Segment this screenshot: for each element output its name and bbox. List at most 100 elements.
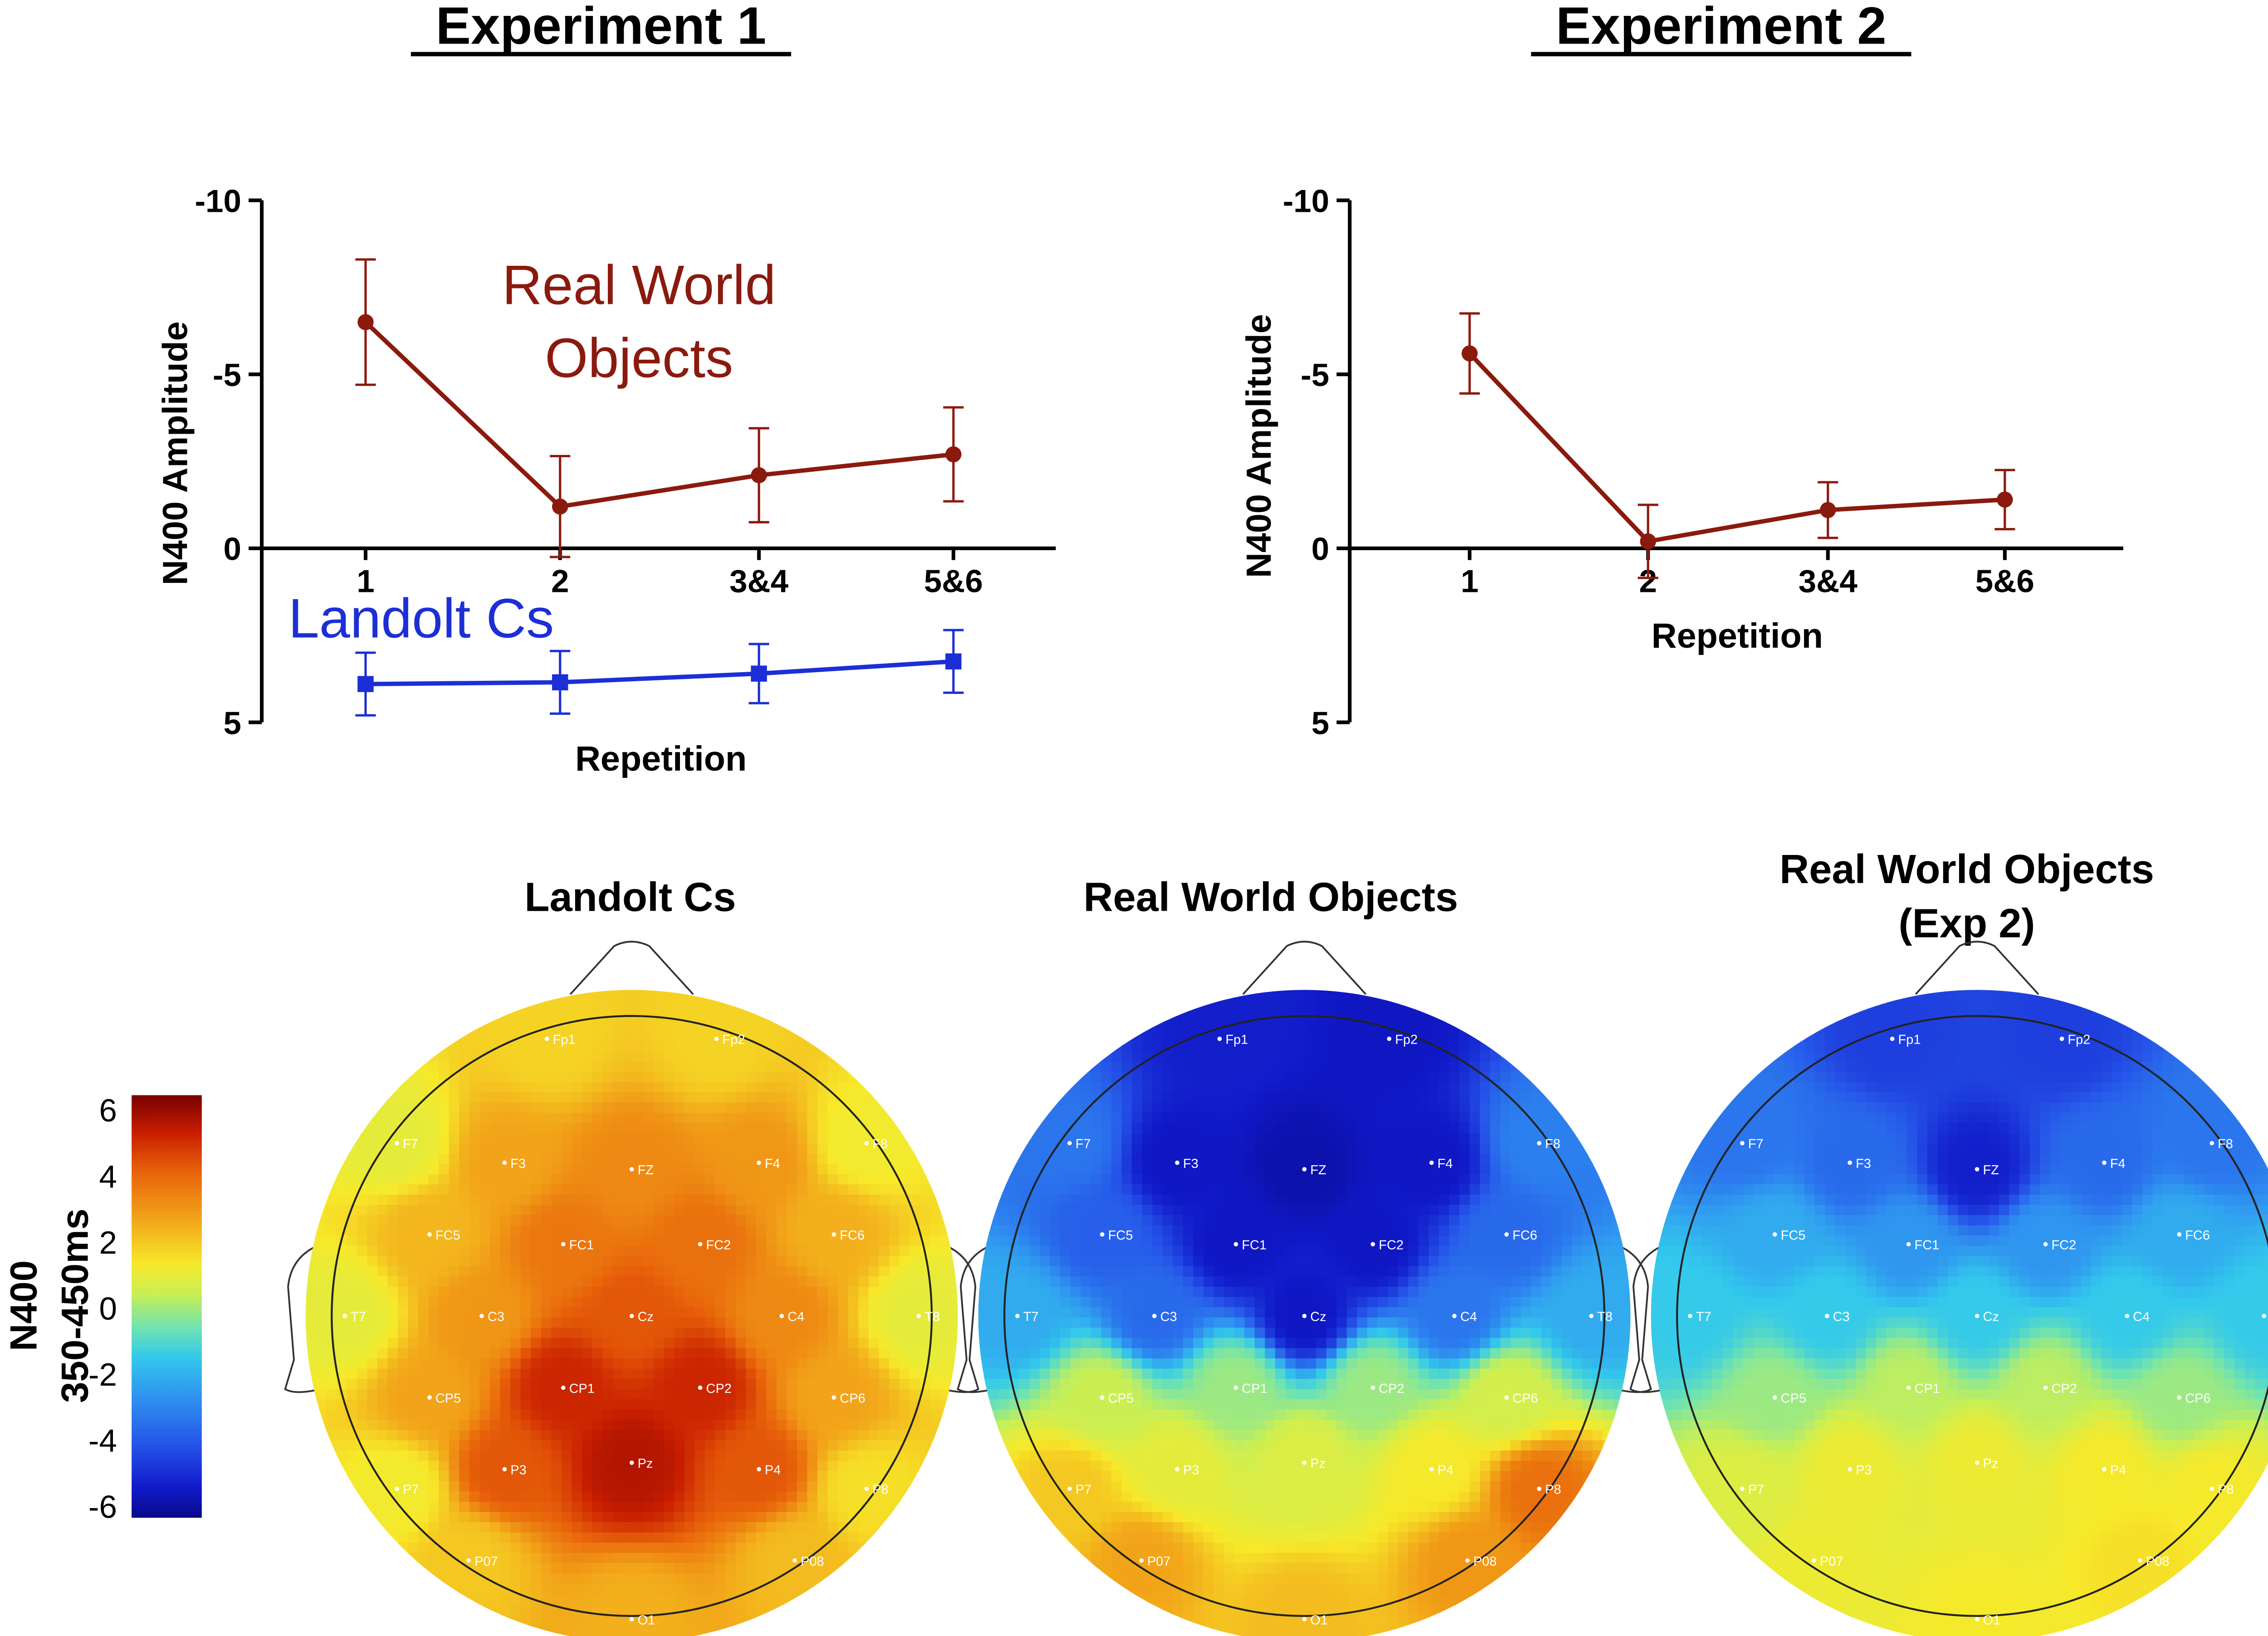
field-cell bbox=[705, 1563, 716, 1574]
field-cell bbox=[879, 1236, 890, 1247]
field-cell bbox=[1080, 1164, 1092, 1175]
field-cell bbox=[838, 1133, 849, 1144]
field-cell bbox=[654, 1543, 665, 1554]
field-cell bbox=[1347, 1164, 1358, 1175]
field-cell bbox=[490, 1502, 501, 1513]
field-cell bbox=[736, 1614, 747, 1626]
field-cell bbox=[357, 1420, 368, 1431]
field-cell bbox=[705, 1328, 716, 1339]
field-cell bbox=[387, 1430, 399, 1441]
field-cell bbox=[408, 1389, 419, 1401]
field-cell bbox=[797, 1051, 808, 1063]
field-cell bbox=[613, 1184, 624, 1196]
field-cell bbox=[725, 1420, 737, 1431]
field-cell bbox=[725, 1226, 737, 1237]
field-cell bbox=[459, 1246, 470, 1257]
field-cell bbox=[500, 1174, 512, 1186]
field-cell bbox=[1501, 1072, 1512, 1083]
field-cell bbox=[940, 1348, 952, 1359]
field-cell bbox=[633, 1563, 645, 1574]
field-cell bbox=[1265, 1041, 1276, 1052]
field-cell bbox=[797, 1236, 808, 1247]
field-cell bbox=[1408, 1246, 1420, 1257]
field-cell bbox=[541, 1051, 552, 1063]
field-cell bbox=[1173, 1256, 1184, 1267]
field-cell bbox=[602, 1246, 614, 1257]
field-cell bbox=[858, 1553, 870, 1564]
field-cell bbox=[736, 1287, 747, 1298]
field-cell bbox=[562, 1583, 573, 1595]
electrode-label: O1 bbox=[638, 1613, 655, 1627]
field-cell bbox=[879, 1184, 890, 1196]
field-cell bbox=[562, 1471, 573, 1482]
field-cell bbox=[684, 1358, 696, 1370]
field-cell bbox=[715, 1276, 726, 1288]
field-cell bbox=[899, 1328, 911, 1339]
field-cell bbox=[1613, 1215, 1624, 1226]
field-cell bbox=[1286, 1031, 1297, 1042]
field-cell bbox=[756, 1103, 767, 1114]
field-cell bbox=[1418, 1143, 1430, 1155]
field-cell bbox=[582, 1410, 593, 1421]
field-cell bbox=[479, 1164, 491, 1175]
field-cell bbox=[756, 1215, 767, 1226]
field-cell bbox=[715, 1430, 726, 1441]
field-cell bbox=[674, 1563, 685, 1574]
field-cell bbox=[920, 1215, 931, 1226]
field-cell bbox=[572, 1399, 583, 1411]
field-cell bbox=[694, 1522, 706, 1533]
field-cell bbox=[551, 1307, 562, 1319]
field-cell bbox=[1080, 1154, 1092, 1165]
field-cell bbox=[326, 1379, 337, 1390]
field-cell bbox=[367, 1338, 378, 1349]
field-cell bbox=[1357, 1103, 1369, 1114]
field-cell bbox=[1286, 1082, 1297, 1094]
field-cell bbox=[1347, 1123, 1358, 1134]
field-cell bbox=[1203, 1133, 1215, 1144]
field-cell bbox=[1337, 1256, 1348, 1267]
field-cell bbox=[1234, 990, 1246, 1001]
field-cell bbox=[787, 1440, 798, 1451]
field-cell bbox=[694, 1215, 706, 1226]
field-cell bbox=[1439, 1246, 1450, 1257]
field-cell bbox=[1316, 1113, 1327, 1124]
field-cell bbox=[787, 1103, 798, 1114]
field-cell bbox=[746, 1543, 757, 1554]
field-cell bbox=[357, 1143, 368, 1155]
field-cell bbox=[357, 1154, 368, 1165]
field-cell bbox=[500, 1614, 512, 1626]
field-cell bbox=[1152, 1195, 1163, 1206]
field-cell bbox=[1531, 1092, 1542, 1104]
field-cell bbox=[746, 1011, 757, 1022]
field-cell bbox=[377, 1348, 389, 1359]
field-cell bbox=[449, 1328, 460, 1339]
field-cell bbox=[1234, 1051, 1246, 1063]
field-cell bbox=[633, 1051, 645, 1063]
field-cell bbox=[1040, 1133, 1051, 1144]
field-cell bbox=[562, 1072, 573, 1083]
field-cell bbox=[1183, 1082, 1194, 1094]
field-cell bbox=[1572, 1226, 1584, 1237]
field-cell bbox=[418, 1133, 430, 1144]
field-cell bbox=[1398, 1072, 1409, 1083]
field-cell bbox=[1449, 1205, 1461, 1216]
field-cell bbox=[674, 1553, 685, 1564]
field-cell bbox=[766, 1379, 777, 1390]
field-cell bbox=[1183, 1041, 1194, 1052]
field-cell bbox=[469, 1113, 481, 1124]
field-cell bbox=[398, 1348, 409, 1359]
field-cell bbox=[715, 1215, 726, 1226]
field-cell bbox=[541, 1512, 552, 1523]
field-cell bbox=[1326, 1246, 1338, 1257]
field-cell bbox=[643, 1082, 655, 1094]
field-cell bbox=[1224, 1061, 1235, 1073]
field-cell bbox=[828, 1287, 839, 1298]
field-cell bbox=[1593, 1164, 1604, 1175]
field-cell bbox=[1521, 1215, 1532, 1226]
field-cell bbox=[449, 1594, 460, 1605]
field-cell bbox=[736, 1348, 747, 1359]
field-cell bbox=[1429, 1143, 1440, 1155]
field-cell bbox=[551, 1276, 562, 1288]
field-cell bbox=[490, 1174, 501, 1186]
field-cell bbox=[1429, 1021, 1440, 1032]
